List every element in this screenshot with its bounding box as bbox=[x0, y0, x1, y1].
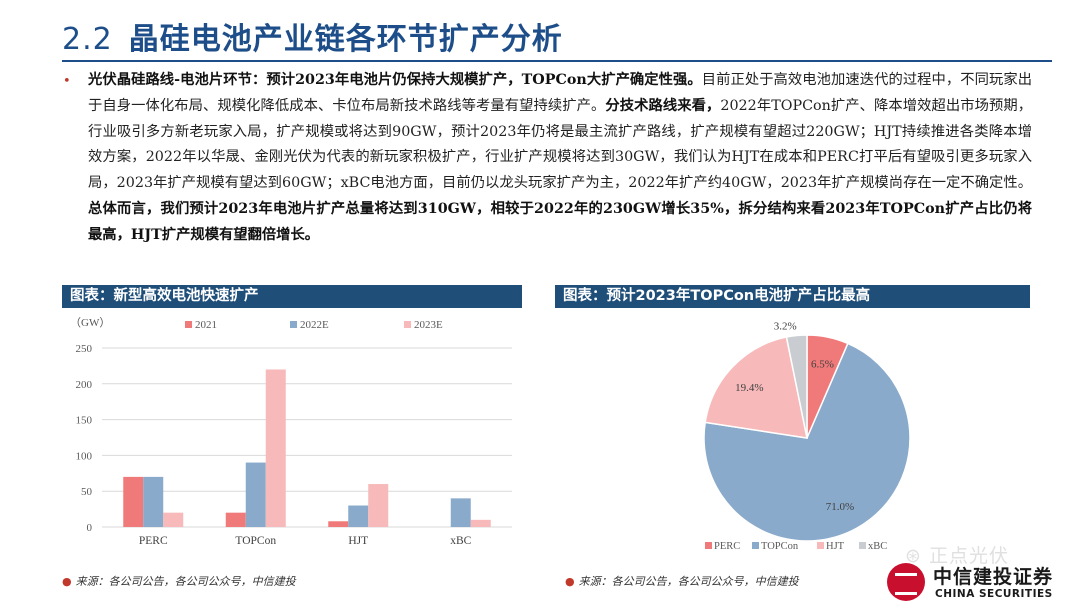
bar bbox=[368, 484, 389, 527]
bar bbox=[470, 519, 491, 527]
pie-slice bbox=[704, 336, 808, 439]
legend-swatch bbox=[404, 321, 411, 328]
y-tick-label: 250 bbox=[76, 343, 93, 355]
bar bbox=[265, 369, 286, 527]
bar bbox=[328, 521, 349, 527]
pie-data-label: 3.2% bbox=[774, 321, 797, 333]
legend-swatch bbox=[859, 542, 866, 549]
source-bullet-icon: ● bbox=[565, 575, 575, 588]
bar bbox=[450, 498, 471, 527]
legend-swatch bbox=[817, 542, 824, 549]
pie-slice bbox=[785, 334, 808, 439]
bar bbox=[245, 462, 266, 527]
pie-chart-source: ● 来源：各公司公告，各公司公众号，中信建投 bbox=[565, 573, 799, 589]
bar bbox=[348, 505, 369, 527]
bar-chart: （GW） 0 50 100 150 200 250 2021 2022E 2023E PERC TOP… bbox=[62, 310, 522, 560]
bullet-icon: • bbox=[63, 74, 71, 89]
body-text: 目前正处于高效电池加速迭代的过程中，不同玩家出于自身一体化布局、规模化降低成本、… bbox=[88, 72, 1033, 114]
pie-slice bbox=[703, 342, 911, 542]
y-tick-label: 0 bbox=[87, 522, 93, 534]
legend-label: HJT bbox=[826, 541, 845, 552]
pie-chart-title: 图表：预计2023年TOPCon电池扩产占比最高 bbox=[555, 285, 1030, 308]
logo-name-cn: 中信建投证券 bbox=[933, 566, 1054, 588]
y-tick-label: 150 bbox=[76, 415, 93, 427]
legend-swatch bbox=[185, 321, 192, 328]
logo-name-en: CHINA SECURITIES bbox=[935, 588, 1053, 600]
y-tick-label: 50 bbox=[81, 486, 93, 498]
legend-label: 2022E bbox=[300, 319, 329, 331]
bar-source-text: 来源：各公司公告，各公司公众号，中信建投 bbox=[75, 575, 296, 588]
body-text: 2022年TOPCon扩产、降本增效超出市场预期，行业吸引多方新老玩家入局，扩产… bbox=[88, 97, 1033, 192]
emphasis-text: 总体而言，我们预计2023年电池片扩产总量将达到310GW，相较于2022年的2… bbox=[88, 200, 1032, 243]
section-title: 晶硅电池产业链各环节扩产分析 bbox=[128, 22, 563, 57]
wechat-watermark: ⊛ 正点光伏 bbox=[905, 545, 1009, 567]
legend-swatch bbox=[705, 542, 712, 549]
source-bullet-icon: ● bbox=[62, 575, 72, 588]
x-tick-label: xBC bbox=[450, 535, 471, 547]
legend-label: 2023E bbox=[414, 319, 443, 331]
x-tick-label: TOPCon bbox=[235, 535, 276, 547]
body-paragraph: 光伏晶硅路线-电池片环节：预计2023年电池片仍保持大规模扩产，TOPCon大扩… bbox=[88, 68, 1032, 249]
y-tick-label: 200 bbox=[76, 379, 93, 391]
emphasis-text: 分技术路线来看， bbox=[605, 97, 721, 114]
pie-data-label: 6.5% bbox=[811, 358, 834, 370]
pie-data-label: 19.4% bbox=[735, 382, 763, 394]
legend-swatch bbox=[290, 321, 297, 328]
legend-swatch bbox=[752, 542, 759, 549]
bar bbox=[123, 476, 144, 527]
bar-chart-source: ● 来源：各公司公告，各公司公众号，中信建投 bbox=[62, 573, 296, 589]
section-number: 2.2 bbox=[62, 22, 113, 57]
bar-chart-title: 图表：新型高效电池快速扩产 bbox=[62, 285, 522, 308]
legend-label: PERC bbox=[714, 541, 740, 552]
legend-label: 2021 bbox=[195, 319, 217, 331]
y-tick-label: 100 bbox=[76, 450, 93, 462]
pie-data-label: 71.0% bbox=[826, 501, 854, 513]
y-axis-label: （GW） bbox=[70, 316, 110, 329]
bar bbox=[143, 476, 164, 527]
bar bbox=[225, 512, 246, 527]
pie-source-text: 来源：各公司公告，各公司公众号，中信建投 bbox=[578, 575, 799, 588]
title-divider bbox=[62, 60, 1052, 62]
x-tick-label: PERC bbox=[139, 535, 168, 547]
watermark-text: 正点光伏 bbox=[928, 545, 1009, 567]
company-logo: 中信建投证券 CHINA SECURITIES bbox=[885, 560, 1075, 606]
logo-emblem-icon bbox=[887, 563, 925, 601]
bar bbox=[163, 512, 184, 527]
x-tick-label: HJT bbox=[348, 535, 368, 547]
pie-chart: 6.5% 71.0% 19.4% 3.2% PERC TOPCon HJT xBC bbox=[555, 310, 1030, 560]
legend-label: TOPCon bbox=[761, 541, 799, 552]
emphasis-text: 光伏晶硅路线-电池片环节：预计2023年电池片仍保持大规模扩产，TOPCon大扩… bbox=[88, 72, 702, 88]
page-title: 2.2 晶硅电池产业链各环节扩产分析 bbox=[62, 14, 563, 58]
legend-label: xBC bbox=[868, 541, 887, 552]
